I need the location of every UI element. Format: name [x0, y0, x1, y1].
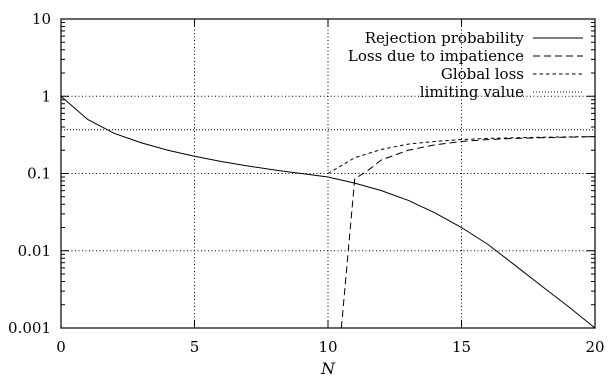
legend-label: Loss due to impatience	[348, 47, 524, 65]
series-layer	[60, 95, 596, 329]
legend-label: limiting value	[420, 83, 524, 101]
x-tick-label: 15	[452, 338, 471, 356]
y-tick-label: 1	[41, 87, 51, 105]
y-tick-label: 0.001	[8, 319, 51, 337]
legend-label: Global loss	[441, 65, 524, 83]
x-tick-label: 0	[56, 338, 66, 356]
x-tick-label: 20	[585, 338, 604, 356]
x-axis-label: N	[320, 359, 336, 378]
x-tick-label: 5	[190, 338, 200, 356]
x-tick-label: 10	[318, 338, 337, 356]
series-line-3	[327, 136, 596, 174]
axis-ticks: 0 5 10 15 20 0.001 0.01 0.1 1 10	[8, 10, 605, 356]
legend-label: Rejection probability	[365, 29, 525, 47]
y-tick-label: 0.1	[27, 165, 51, 183]
y-tick-label: 10	[32, 10, 51, 28]
y-tick-label: 0.01	[18, 242, 51, 260]
series-line-1	[60, 95, 596, 329]
